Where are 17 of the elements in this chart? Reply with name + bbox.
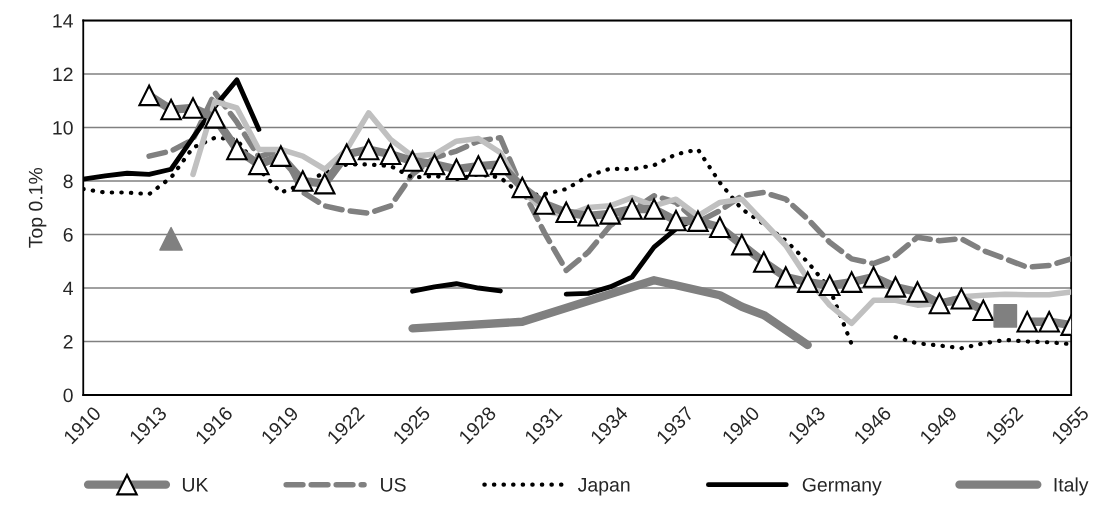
legend-label: UK [182, 478, 209, 492]
legend-label: Italy [1054, 477, 1089, 496]
y-tick-label: 14 [53, 14, 73, 28]
y-tick-label: 0 [63, 388, 73, 403]
y-axis-title: Top 0.1% [28, 167, 47, 248]
y-tick-label: 12 [53, 67, 73, 82]
y-tick-label: 2 [63, 334, 73, 349]
legend-label: Germany [802, 477, 882, 496]
point [159, 226, 183, 251]
point [928, 292, 951, 315]
y-tick-label: 4 [63, 281, 73, 296]
legend-label: US [381, 477, 406, 492]
y-tick-label: 6 [63, 227, 73, 242]
y-tick-label: 8 [63, 174, 73, 189]
point [993, 303, 1018, 328]
legend-label: Japan [577, 478, 630, 496]
y-tick-label: 10 [53, 120, 73, 135]
